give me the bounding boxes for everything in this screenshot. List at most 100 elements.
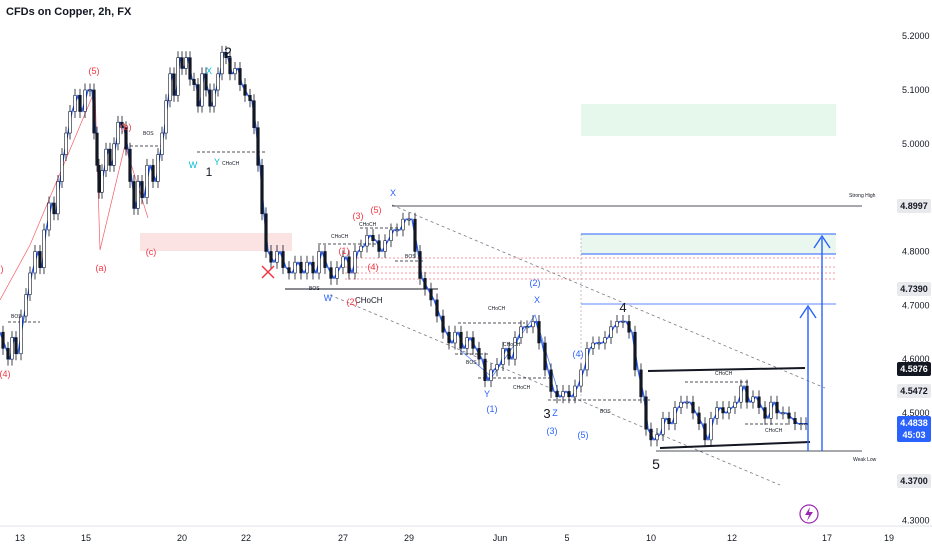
candle-body [413,218,417,252]
y-tick-label: 4.7000 [902,300,930,310]
candle-body [24,294,28,317]
candle-body [537,321,541,344]
candle-body [305,261,309,274]
lightning-icon[interactable] [799,504,819,524]
candle-body [38,251,42,268]
wave-label: 5 [652,456,660,472]
candle-body [196,84,200,107]
candle-body [188,57,192,80]
wave-label: (4) [368,262,379,272]
candle-body [28,272,32,295]
candle-body [567,391,571,398]
candle-body [83,89,87,112]
candle-body [495,364,499,371]
candle-body [531,321,535,328]
candle-body [317,251,321,274]
candle-body [739,385,743,403]
candle-body [97,165,101,193]
candle-body [78,95,82,112]
wave-label: (5) [371,205,382,215]
candle-body [275,251,279,263]
wave-label: (3) [547,426,558,436]
candle-body [64,132,68,155]
wave-label: (5) [578,430,589,440]
price-badge-bg [897,474,931,488]
candle-body [120,121,124,128]
candle-body [775,401,779,414]
candle-body [721,407,725,414]
wave-label: (c) [146,247,157,257]
candle-body [73,95,77,112]
candle-body [323,251,327,268]
candle-body [377,240,381,252]
wave-label: W [189,160,198,170]
y-tick-label: 4.3000 [902,516,930,526]
candle-body [447,331,451,344]
candle-body [383,240,387,252]
candle-body [256,127,260,166]
wave-label: 4 [619,300,626,315]
candle-body [180,57,184,69]
candle-body [238,68,242,85]
structure-tags: BOS BOS CHoCH BOS CHoCH CHoCH BOS CHoCH CHoCH BOS… [11,131,783,434]
candle-body [52,202,56,215]
candle-body [555,391,559,398]
x-tick-label: 20 [177,533,187,543]
candle-body [453,331,457,344]
structure-tag: CHoCH [513,385,531,391]
candle-body [353,251,357,274]
candle-body [733,401,737,408]
price-badge-bg [897,199,931,213]
candle-body [471,337,475,349]
candle-body [299,261,303,274]
candle-body [252,100,256,128]
candle-body [691,401,695,414]
price-badge: 4.5876 [900,364,928,374]
target-zone-green [581,234,836,254]
candle-body [160,132,164,155]
candle-body [745,385,749,403]
candle-body [204,73,208,91]
candle-body [10,337,14,360]
price-badge: 4.8997 [900,201,928,211]
candle-body [184,57,188,69]
structure-tag: CHoCH [488,306,506,312]
wave-label: X [206,66,212,76]
wave-label: (4) [573,349,584,359]
candle-body [667,418,671,425]
choch-label-big: CHoCH [355,296,383,305]
candle-body [6,348,10,360]
channel-upper [391,204,826,389]
x-tick-label: 19 [884,533,894,543]
range-bottom-line [659,441,811,449]
candle-body [715,407,719,419]
candle-body [709,418,713,441]
candle-body [311,261,315,274]
candle-body [389,229,393,242]
price-badge: 4.3700 [900,476,928,486]
candle-body [483,358,487,381]
candle-body [60,154,64,182]
wave-label: (a) [96,263,107,273]
y-tick-label: 4.8000 [902,246,930,256]
x-axis-ticks: 13 15 20 22 27 29 Jun 5 10 12 17 19 [15,533,894,543]
candle-body [281,251,285,268]
candle-body [42,229,46,268]
candle-body [128,148,132,182]
candle-body [621,321,625,323]
candle-body [248,95,252,102]
price-badge-bg [897,416,931,430]
candle-body [459,331,463,349]
wave-label: (1) [487,404,498,414]
supply-zone-top [581,104,836,136]
wave-label: 2 [224,44,232,60]
x-tick-label: 12 [727,533,737,543]
candle-body [95,132,99,166]
wave-label: (2) [347,297,358,307]
candle-body [112,143,116,166]
structure-tag: BOS [143,131,154,137]
candle-body [108,148,112,166]
candle-body [164,100,168,134]
candle-body [781,412,785,415]
